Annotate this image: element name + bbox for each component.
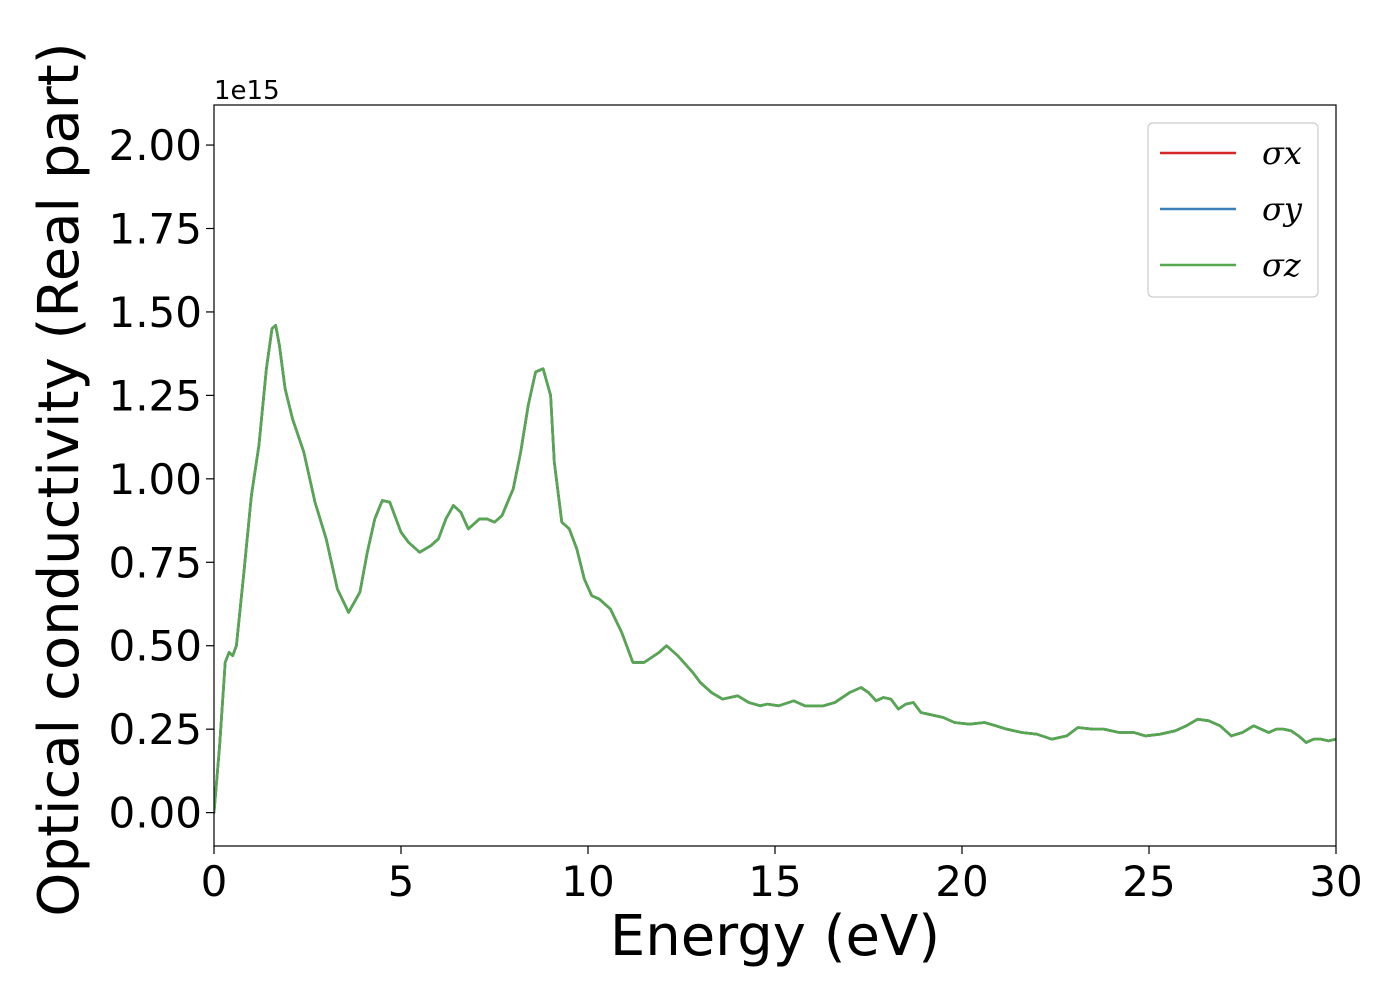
y-tick-label: 0.50 [108, 622, 202, 671]
y-tick-label: 0.00 [108, 789, 202, 838]
y-tick-label: 1.00 [108, 455, 202, 504]
series-line-3 [214, 324, 1336, 814]
legend-label: σx [1262, 134, 1302, 172]
y-tick-label: 1.75 [108, 205, 202, 254]
y-axis-ticks: 0.00 0.25 0.50 0.75 1.00 1.25 1.50 1.75 2.00 [108, 121, 214, 838]
x-axis-ticks: 0 5 10 15 20 25 30 [201, 846, 1363, 906]
legend-label: σy [1262, 190, 1303, 228]
x-tick-label: 15 [748, 857, 801, 906]
x-tick-label: 0 [201, 857, 228, 906]
y-tick-label: 1.50 [108, 288, 202, 337]
legend-label: σz [1262, 246, 1302, 284]
x-tick-label: 10 [561, 857, 614, 906]
x-tick-label: 20 [935, 857, 988, 906]
legend: σx σy σz [1147, 122, 1319, 298]
y-axis-title: Optical conductivity (Real part) [27, 42, 92, 916]
x-tick-label: 5 [388, 857, 415, 906]
y-tick-label: 0.75 [108, 538, 202, 587]
series-layer [214, 324, 1336, 814]
y-tick-label: 0.25 [108, 705, 202, 754]
y-offset-label: 1e15 [214, 76, 280, 106]
y-tick-label: 1.25 [108, 371, 202, 420]
x-tick-label: 25 [1122, 857, 1175, 906]
x-axis-title: Energy (eV) [610, 904, 940, 969]
x-tick-label: 30 [1309, 857, 1362, 906]
y-tick-label: 2.00 [108, 121, 202, 170]
